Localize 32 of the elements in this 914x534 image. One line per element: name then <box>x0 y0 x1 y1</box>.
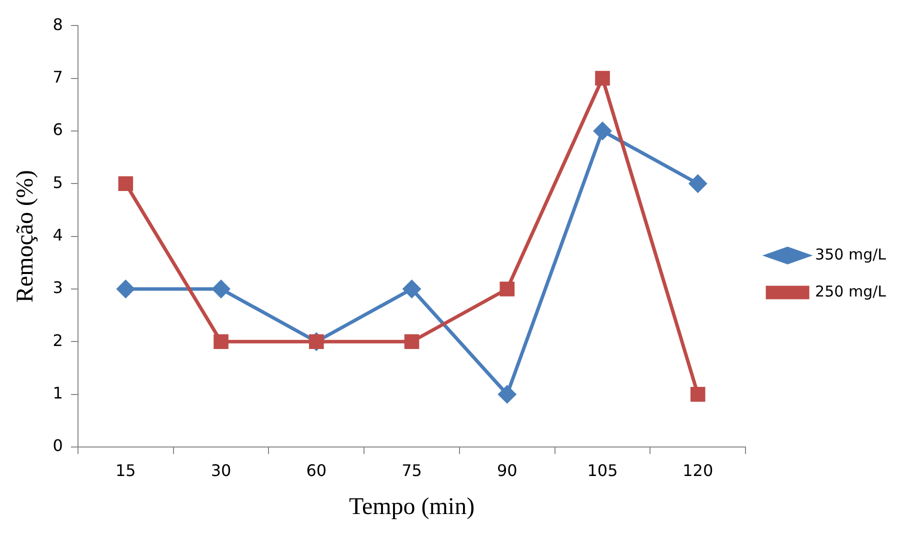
y-axis-title: Remoção (%) <box>12 170 39 303</box>
x-tick-label: 15 <box>115 460 136 480</box>
point <box>404 334 420 350</box>
x-axis-title: Tempo (min) <box>348 494 475 520</box>
point <box>214 334 228 350</box>
point <box>594 122 612 140</box>
point <box>498 386 516 404</box>
point <box>212 280 230 298</box>
point <box>690 386 706 402</box>
y-tick-label: 7 <box>52 67 63 86</box>
y-tick-label: 8 <box>52 14 63 34</box>
y-tick-label: 3 <box>52 278 63 298</box>
point <box>500 282 515 296</box>
x-tick-label: 30 <box>210 460 232 480</box>
x-tick-label: 90 <box>496 460 518 480</box>
x-tick-label: 60 <box>306 460 327 480</box>
point <box>595 70 610 86</box>
point <box>689 174 707 192</box>
point <box>118 176 134 192</box>
legend-label: 250 mg/L <box>815 282 887 300</box>
point <box>116 280 134 298</box>
y-tick-label: 2 <box>52 330 63 350</box>
point <box>403 280 421 298</box>
y-tick-label: 6 <box>52 120 63 140</box>
x-tick-label: 75 <box>402 460 422 480</box>
legend-label: 350 mg/L <box>815 245 887 264</box>
x-tick-label: 120 <box>682 460 714 480</box>
x-tick-label: 105 <box>587 460 618 480</box>
y-tick-label: 5 <box>52 172 63 192</box>
y-tick-label: 1 <box>52 383 63 402</box>
y-tick-label: 4 <box>52 225 63 244</box>
y-tick-label: 0 <box>52 436 63 456</box>
